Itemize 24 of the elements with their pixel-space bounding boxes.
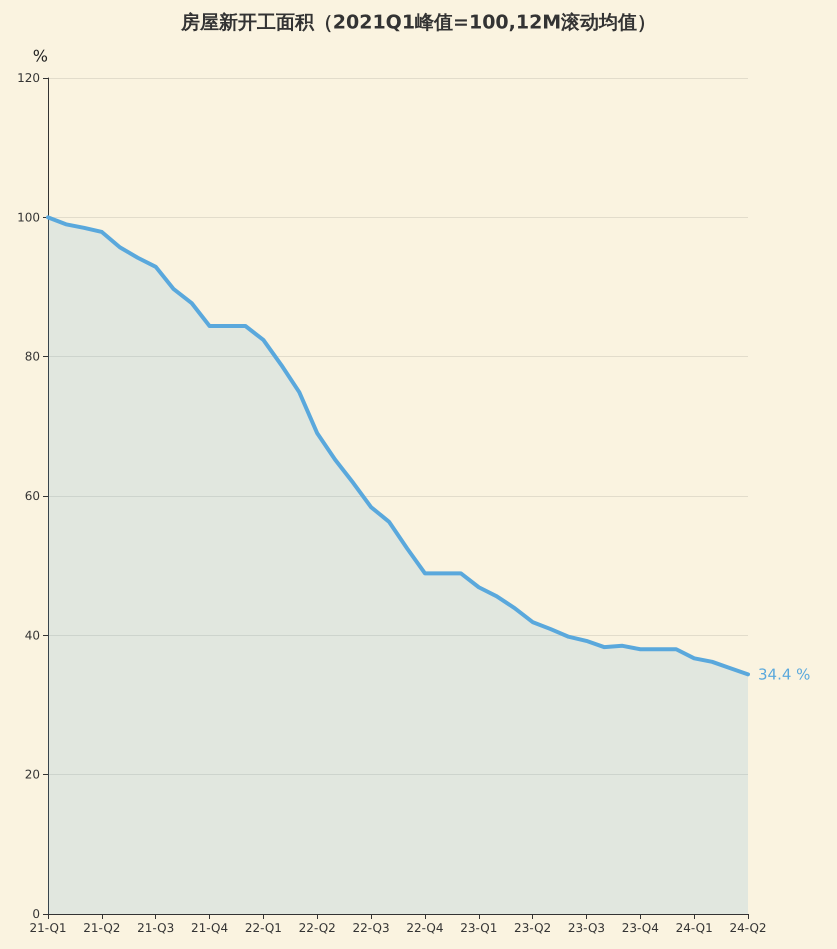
x-tick-label: 21-Q4 <box>190 921 228 935</box>
x-tick-label: 23-Q2 <box>514 921 552 935</box>
y-tick-label: 100 <box>17 210 40 224</box>
x-tick-label: 22-Q3 <box>352 921 390 935</box>
y-tick-label: 20 <box>24 768 40 782</box>
chart-title: 房屋新开工面积（2021Q1峰值=100,12M滚动均值） <box>180 12 656 34</box>
x-tick-label: 24-Q1 <box>676 921 713 935</box>
y-tick-label: 40 <box>24 628 40 642</box>
x-tick-label: 24-Q2 <box>729 921 767 935</box>
y-tick-label: 80 <box>24 350 40 364</box>
x-tick-label: 23-Q1 <box>460 921 498 935</box>
y-axis-title: % <box>32 46 48 66</box>
x-tick-label: 21-Q3 <box>137 921 174 935</box>
x-tick-label: 22-Q1 <box>244 921 282 935</box>
x-tick-label: 22-Q2 <box>298 921 336 935</box>
y-tick-label: 60 <box>24 489 40 503</box>
x-tick-label: 23-Q3 <box>568 921 606 935</box>
y-tick-label: 0 <box>32 907 40 921</box>
x-tick-label: 21-Q2 <box>83 921 120 935</box>
y-tick-label: 120 <box>17 71 40 85</box>
data-label: 34.4 % <box>758 665 810 684</box>
x-tick-label: 23-Q4 <box>622 921 659 935</box>
x-tick-label: 21-Q1 <box>29 921 67 935</box>
x-tick-label: 22-Q4 <box>406 921 444 935</box>
